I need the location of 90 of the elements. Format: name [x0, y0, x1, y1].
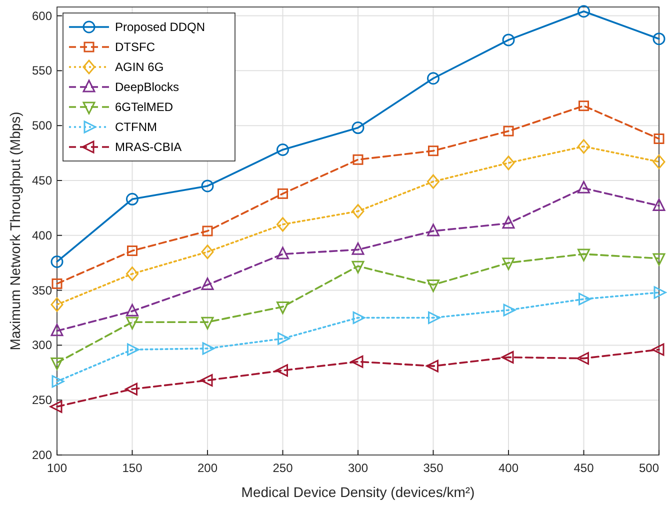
point — [50, 297, 64, 312]
point — [352, 204, 364, 218]
point — [201, 180, 214, 192]
point — [278, 332, 290, 345]
y-tick-label: 350 — [32, 283, 52, 298]
point — [427, 280, 440, 292]
point — [201, 244, 214, 260]
point — [652, 32, 666, 46]
point — [652, 198, 666, 211]
legend-label: 6GTelMED — [115, 100, 174, 114]
point — [50, 400, 62, 413]
point — [652, 343, 664, 356]
point — [428, 311, 440, 324]
point — [276, 143, 289, 156]
point — [126, 304, 138, 316]
legend-label: MRAS-CBIA — [115, 140, 182, 154]
point — [652, 253, 666, 266]
point — [578, 139, 590, 154]
y-tick-label: 300 — [32, 338, 52, 352]
x-tick-label: 450 — [574, 461, 594, 475]
point — [503, 304, 516, 316]
legend-label: DTSFC — [115, 40, 156, 54]
point — [578, 180, 590, 194]
point — [352, 311, 366, 324]
point — [202, 342, 215, 355]
point — [127, 343, 140, 356]
x-tick-label: 500 — [638, 461, 660, 475]
point — [276, 302, 289, 314]
point — [578, 248, 590, 262]
point — [654, 134, 664, 144]
point — [52, 278, 62, 289]
point — [126, 192, 138, 206]
point — [502, 216, 515, 229]
point — [502, 156, 515, 170]
point — [352, 260, 364, 274]
legend-label: CTFNM — [115, 120, 157, 134]
x-tick-label: 300 — [348, 461, 368, 475]
y-tick-label: 250 — [32, 393, 52, 408]
point — [50, 255, 64, 268]
point — [503, 126, 514, 136]
x-tick-label: 250 — [272, 461, 294, 475]
point — [202, 226, 213, 236]
point — [276, 364, 288, 377]
point — [278, 188, 288, 199]
point — [52, 375, 64, 388]
legend-label: DeepBlocks — [115, 80, 180, 94]
point — [352, 154, 364, 165]
y-tick-label: 450 — [32, 173, 52, 188]
point — [426, 360, 438, 372]
point — [276, 246, 289, 260]
y-tick-label: 200 — [32, 448, 52, 462]
point — [428, 146, 438, 156]
x-tick-label: 200 — [197, 461, 218, 475]
point — [127, 246, 138, 256]
x-tick-label: 350 — [423, 461, 444, 475]
x-axis-title: Medical Device Density (devices/km²) — [241, 484, 475, 500]
point — [576, 352, 589, 365]
legend-label: Proposed DDQN — [115, 20, 206, 34]
point — [578, 5, 590, 18]
legend-label: AGIN 6G — [115, 60, 164, 74]
point — [350, 355, 364, 368]
point — [352, 242, 364, 255]
point — [427, 224, 440, 236]
point — [200, 374, 213, 387]
x-tick-label: 400 — [498, 461, 519, 475]
point — [578, 100, 589, 112]
y-tick-label: 600 — [32, 8, 52, 23]
point — [652, 154, 666, 170]
x-tick-label: 100 — [46, 461, 68, 475]
point — [427, 72, 440, 85]
point — [578, 292, 591, 306]
point — [352, 122, 364, 134]
point — [126, 316, 138, 330]
point — [50, 358, 64, 370]
y-tick-label: 400 — [32, 228, 52, 242]
y-axis-title: Maximum Network Throughput (Mbps) — [7, 112, 23, 350]
point — [125, 382, 138, 396]
point — [502, 258, 515, 270]
point — [276, 217, 289, 232]
point — [502, 34, 515, 46]
x-tick-label: 150 — [122, 461, 143, 475]
point — [501, 351, 514, 364]
point — [427, 174, 440, 189]
point — [201, 278, 214, 290]
y-tick-label: 500 — [32, 118, 52, 133]
point — [126, 266, 138, 282]
point — [50, 324, 64, 336]
point — [201, 316, 214, 330]
y-tick-label: 550 — [32, 64, 52, 78]
point — [654, 286, 666, 299]
